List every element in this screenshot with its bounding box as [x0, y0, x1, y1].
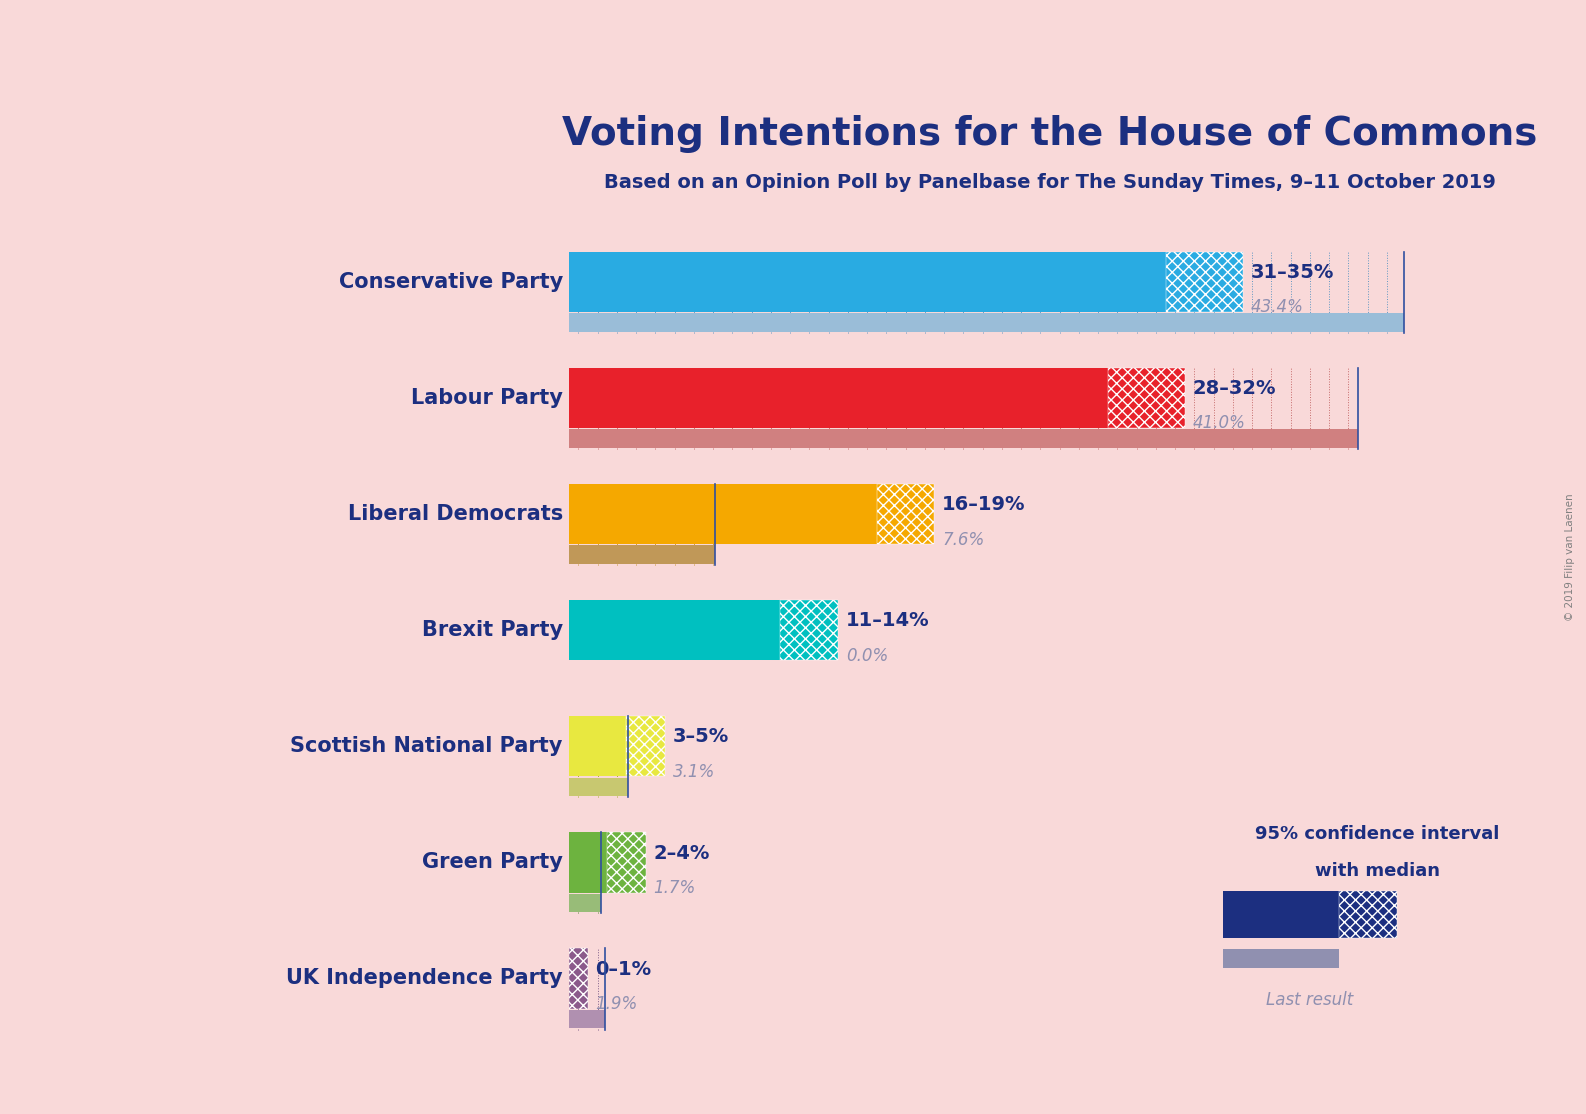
Text: Based on an Opinion Poll by Panelbase for The Sunday Times, 9–11 October 2019: Based on an Opinion Poll by Panelbase fo…	[604, 173, 1496, 192]
Bar	[780, 600, 837, 661]
Text: Conservative Party: Conservative Party	[338, 272, 563, 292]
Text: Scottish National Party: Scottish National Party	[290, 736, 563, 756]
Bar	[569, 893, 601, 912]
Text: Voting Intentions for the House of Commons: Voting Intentions for the House of Commo…	[563, 115, 1538, 153]
Text: 2–4%: 2–4%	[653, 843, 709, 862]
Bar	[569, 313, 1404, 332]
Text: Brexit Party: Brexit Party	[422, 620, 563, 641]
Text: 0.0%: 0.0%	[845, 646, 888, 665]
Bar	[569, 832, 607, 892]
Bar	[569, 778, 628, 797]
Text: 0–1%: 0–1%	[596, 959, 652, 979]
Text: UK Independence Party: UK Independence Party	[285, 968, 563, 988]
Bar	[569, 716, 626, 776]
Bar	[607, 832, 646, 892]
Bar	[569, 948, 606, 1029]
Bar	[569, 832, 601, 913]
Bar	[569, 1009, 606, 1028]
Bar	[569, 716, 628, 798]
Bar	[1166, 252, 1242, 312]
Bar	[1223, 949, 1339, 968]
Bar	[1223, 891, 1339, 938]
Bar	[569, 368, 1107, 428]
Bar	[569, 546, 715, 564]
Text: Last result: Last result	[1266, 991, 1353, 1009]
Text: Green Party: Green Party	[422, 852, 563, 872]
Bar	[569, 600, 780, 661]
Text: 95% confidence interval: 95% confidence interval	[1255, 824, 1499, 842]
Bar	[569, 252, 1166, 312]
Text: 31–35%: 31–35%	[1250, 263, 1334, 282]
Text: 41.0%: 41.0%	[1193, 414, 1245, 432]
Bar	[877, 483, 934, 544]
Bar	[569, 368, 1358, 449]
Text: 1.9%: 1.9%	[596, 995, 638, 1013]
Text: 7.6%: 7.6%	[942, 530, 985, 548]
Text: 1.7%: 1.7%	[653, 879, 696, 897]
Bar	[569, 948, 588, 1008]
Text: Liberal Democrats: Liberal Democrats	[347, 504, 563, 524]
Text: 16–19%: 16–19%	[942, 496, 1026, 515]
Text: 28–32%: 28–32%	[1193, 379, 1277, 398]
Text: Labour Party: Labour Party	[411, 388, 563, 408]
Text: 3.1%: 3.1%	[672, 763, 715, 781]
Bar	[569, 252, 1404, 333]
Bar	[1107, 368, 1185, 428]
Bar	[569, 483, 877, 544]
Text: 3–5%: 3–5%	[672, 727, 730, 746]
Bar	[1339, 891, 1397, 938]
Bar	[569, 483, 715, 565]
Text: © 2019 Filip van Laenen: © 2019 Filip van Laenen	[1565, 494, 1575, 620]
Bar	[569, 429, 1358, 448]
Text: with median: with median	[1315, 862, 1440, 880]
Bar	[626, 716, 665, 776]
Text: 43.4%: 43.4%	[1250, 299, 1304, 316]
Text: 11–14%: 11–14%	[845, 612, 929, 631]
